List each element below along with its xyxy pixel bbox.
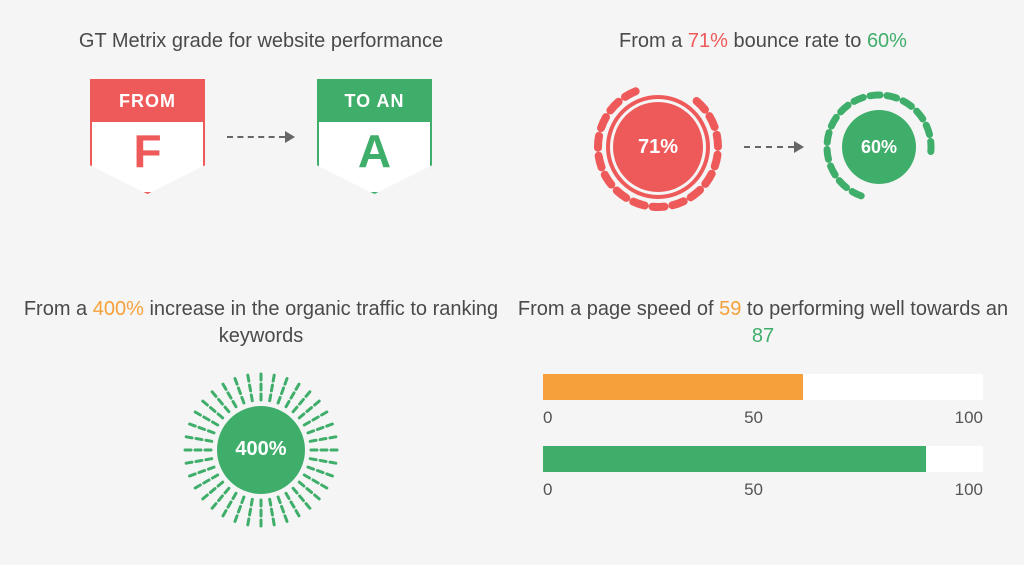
q3-title-post: increase in the organic traffic to ranki…	[144, 298, 498, 347]
badge-from-label: FROM	[90, 79, 205, 122]
bounce-after-ring	[820, 88, 938, 206]
q4-title: From a page speed of 59 to performing we…	[512, 296, 1014, 350]
q3-title: From a 400% increase in the organic traf…	[10, 296, 512, 350]
badge-to-label: TO AN	[317, 79, 432, 122]
scale-max: 100	[955, 408, 983, 428]
sunburst-value: 400%	[217, 406, 305, 494]
q3-title-pre: From a	[24, 298, 93, 320]
panel-organic-traffic: From a 400% increase in the organic traf…	[10, 288, 512, 556]
badge-to-bottom: A	[317, 122, 432, 194]
q2-title-mid: bounce rate to	[728, 30, 867, 52]
q2-title-hl2: 60%	[867, 30, 907, 52]
scale-max: 100	[955, 480, 983, 500]
q1-title: GT Metrix grade for website performance	[79, 28, 443, 55]
arrow-icon	[744, 141, 804, 153]
bar-after-track	[543, 446, 983, 472]
q2-title: From a 71% bounce rate to 60%	[619, 28, 907, 55]
q3-title-hl: 400%	[93, 298, 144, 320]
panel-pagespeed: From a page speed of 59 to performing we…	[512, 288, 1014, 556]
badge-to-grade: A	[358, 128, 391, 174]
scale-min: 0	[543, 480, 552, 500]
q2-circles-row: 71% 60%	[588, 77, 938, 217]
panel-bounce-rate: From a 71% bounce rate to 60% 71% 60%	[512, 20, 1014, 288]
bounce-after-circle: 60%	[820, 88, 938, 206]
bar-before-labels: 0 50 100	[543, 408, 983, 428]
infographic-grid: GT Metrix grade for website performance …	[0, 0, 1024, 565]
q4-title-hl2: 87	[752, 325, 774, 347]
badge-to: TO AN A	[317, 79, 432, 194]
bar-after-labels: 0 50 100	[543, 480, 983, 500]
bar-before-fill	[543, 374, 803, 400]
bounce-before-circle: 71%	[588, 77, 728, 217]
q4-title-mid: to performing well towards an	[741, 298, 1008, 320]
bounce-before-ring	[588, 77, 728, 217]
badge-from-bottom: F	[90, 122, 205, 194]
q2-title-hl1: 71%	[688, 30, 728, 52]
q1-badges-row: FROM F TO AN A	[90, 79, 432, 194]
q4-title-pre: From a page speed of	[518, 298, 719, 320]
badge-from: FROM F	[90, 79, 205, 194]
scale-mid: 50	[744, 408, 763, 428]
panel-gtmetrix-grade: GT Metrix grade for website performance …	[10, 20, 512, 288]
badge-from-grade: F	[133, 128, 161, 174]
q2-title-pre: From a	[619, 30, 688, 52]
scale-mid: 50	[744, 480, 763, 500]
arrow-icon	[227, 131, 295, 143]
scale-min: 0	[543, 408, 552, 428]
pagespeed-bars: 0 50 100 0 50 100	[543, 374, 983, 510]
q4-title-hl1: 59	[719, 298, 741, 320]
sunburst: 400%	[181, 370, 341, 530]
bar-after-fill	[543, 446, 926, 472]
bar-before-track	[543, 374, 983, 400]
